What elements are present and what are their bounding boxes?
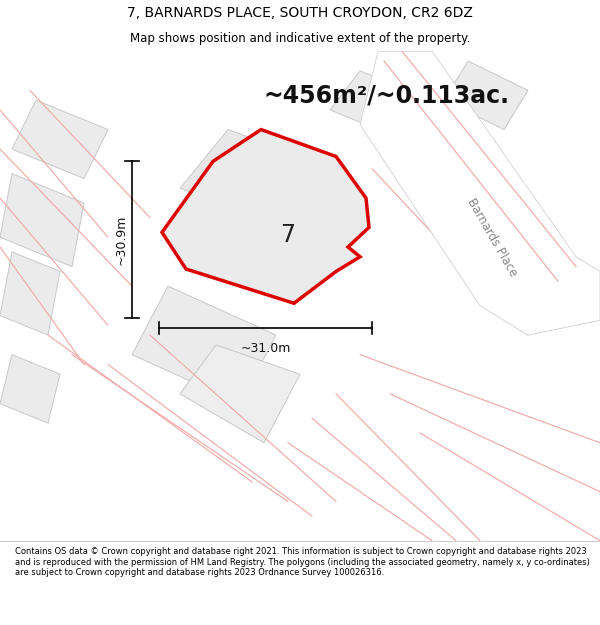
Polygon shape [480,238,564,306]
Polygon shape [330,71,432,139]
Polygon shape [12,100,108,179]
Text: ~31.0m: ~31.0m [241,342,290,356]
Text: ~30.9m: ~30.9m [115,214,128,265]
Text: 7: 7 [280,222,295,247]
Text: Map shows position and indicative extent of the property.: Map shows position and indicative extent… [130,32,470,45]
Polygon shape [0,174,84,267]
Polygon shape [132,286,276,404]
Polygon shape [360,51,600,335]
Polygon shape [162,129,369,303]
Text: Barnards Place: Barnards Place [464,196,520,279]
Polygon shape [180,345,300,442]
Polygon shape [162,129,369,303]
Polygon shape [0,354,60,423]
Polygon shape [180,129,336,228]
Polygon shape [0,252,60,335]
Text: Contains OS data © Crown copyright and database right 2021. This information is : Contains OS data © Crown copyright and d… [15,548,590,577]
Polygon shape [444,61,528,129]
Text: 7, BARNARDS PLACE, SOUTH CROYDON, CR2 6DZ: 7, BARNARDS PLACE, SOUTH CROYDON, CR2 6D… [127,6,473,20]
Text: ~456m²/~0.113ac.: ~456m²/~0.113ac. [264,83,510,107]
